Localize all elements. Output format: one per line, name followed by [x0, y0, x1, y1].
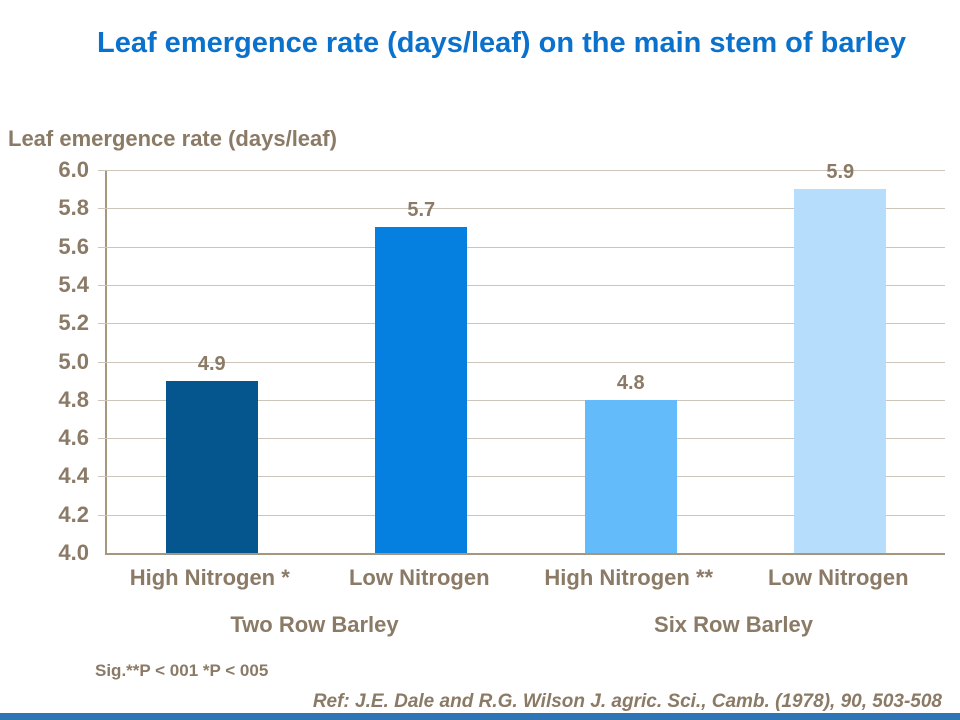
x-category-label: Low Nitrogen: [767, 565, 909, 590]
y-tick-label: 5.0: [58, 348, 89, 374]
y-axis-title: Leaf emergence rate (days/leaf): [8, 126, 337, 151]
x-category-label: Low Nitrogen: [348, 565, 490, 590]
page-title: Leaf emergence rate (days/leaf) on the m…: [97, 27, 907, 59]
bar-value-label: 4.8: [616, 371, 645, 394]
y-tick-label: 5.2: [58, 310, 89, 336]
gridline: [98, 399, 945, 401]
x-group-label: Six Row Barley: [654, 612, 813, 637]
x-group-label: Two Row Barley: [230, 612, 399, 637]
gridline: [98, 514, 945, 516]
gridline: [98, 246, 945, 248]
gridline: [98, 170, 945, 171]
reference-note: Ref: J.E. Dale and R.G. Wilson J. agric.…: [312, 691, 942, 712]
gridline: [98, 361, 945, 363]
plot-area: 6.0 5.8 5.6 5.4 5.2 5.0 4.8 4.6 4.4 4.2 4.0 4.9 5.7 4…: [58, 157, 945, 565]
y-tick-label: 4.4: [58, 463, 89, 489]
bar: [584, 399, 677, 553]
gridline: [98, 323, 945, 325]
bottom-accent-bar: [0, 713, 960, 720]
bar: [375, 227, 468, 553]
y-tick-label: 5.6: [58, 233, 89, 259]
y-tick-label: 4.8: [58, 386, 89, 412]
gridline: [98, 476, 945, 478]
y-tick-label: 6.0: [58, 157, 89, 182]
y-tick-label: 4.2: [58, 501, 89, 527]
y-tick-label: 4.0: [58, 540, 89, 565]
bar-value-label: 5.7: [407, 199, 436, 222]
gridline: [98, 284, 945, 286]
bar-value-label: 5.9: [826, 161, 855, 184]
gridline: [98, 438, 945, 440]
x-category-label: High Nitrogen **: [544, 565, 714, 590]
y-tick-label: 5.4: [58, 271, 89, 297]
bar: [165, 380, 258, 553]
y-tick-label: 5.8: [58, 195, 89, 221]
y-tick-label: 4.6: [58, 425, 89, 451]
gridline: [98, 208, 945, 210]
x-category-label: High Nitrogen *: [129, 565, 290, 590]
bar: [794, 189, 887, 553]
bar-value-label: 4.9: [197, 352, 226, 375]
significance-note: Sig.**P < 001 *P < 005: [95, 661, 269, 680]
